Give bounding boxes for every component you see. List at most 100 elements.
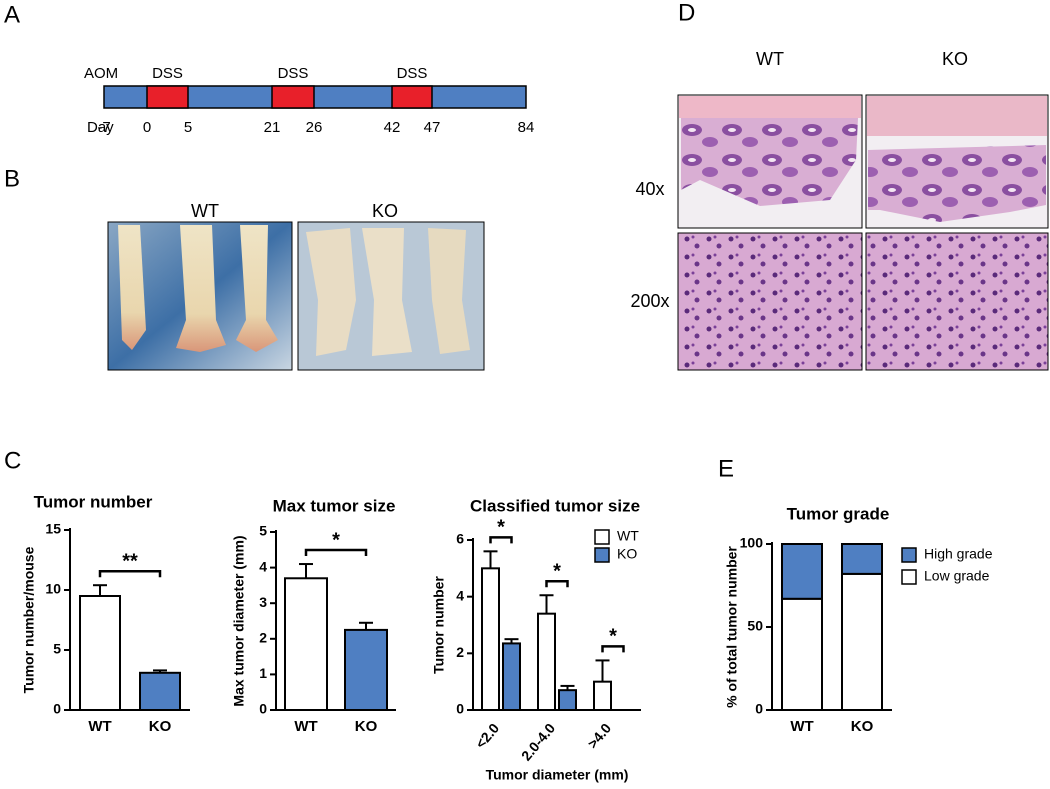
bar xyxy=(781,543,823,600)
chart: Tumor number Tumor number/mouse 0 5 10 15 WT KO… xyxy=(21,492,190,735)
legend-label: WT xyxy=(617,528,639,544)
bar xyxy=(502,642,521,712)
day-number: 21 xyxy=(264,119,281,136)
significance-bracket xyxy=(98,569,162,578)
x-tick-label: KO xyxy=(355,718,378,735)
significance-bracket xyxy=(304,548,368,557)
x-tick-label: WT xyxy=(88,718,111,735)
x-axis-label: Tumor diameter (mm) xyxy=(486,767,629,783)
dss-label: DSS xyxy=(278,65,309,82)
significance-bracket xyxy=(601,645,625,653)
bar xyxy=(481,567,500,711)
bar xyxy=(139,671,181,711)
x-tick-label: KO xyxy=(149,718,172,735)
legend-label: KO xyxy=(617,546,637,562)
y-tick-label: 1 xyxy=(259,665,267,681)
dss-period xyxy=(146,85,189,109)
y-tick-label: 4 xyxy=(456,587,464,603)
bar xyxy=(344,628,388,712)
y-tick-label: 2 xyxy=(456,644,464,660)
photo-ko xyxy=(297,221,485,371)
histo-row: 200x xyxy=(630,291,669,311)
y-axis-label: % of total tumor number xyxy=(724,546,740,708)
histo-column: KO xyxy=(942,49,968,69)
photo-label: WT xyxy=(191,201,219,221)
y-tick-label: 5 xyxy=(53,641,61,657)
significance-label: * xyxy=(609,626,617,648)
y-tick-label: 4 xyxy=(259,558,267,574)
significance-bracket xyxy=(545,580,569,588)
bar xyxy=(558,689,577,712)
y-tick-label: 3 xyxy=(259,594,267,610)
x-tick-label: <2.0 xyxy=(472,720,502,752)
x-tick-label: >4.0 xyxy=(584,720,614,752)
y-tick-label: 0 xyxy=(456,701,464,717)
significance-label: * xyxy=(497,517,505,539)
day-number: 47 xyxy=(424,119,441,136)
significance-label: * xyxy=(332,529,340,551)
chart: Classified tumor size Tumor number 0 2 4 6 <2.… xyxy=(431,496,641,783)
photo-wt xyxy=(107,221,293,371)
y-axis-label: Tumor number/mouse xyxy=(21,546,37,693)
chart: Tumor grade % of total tumor number 0 50 100… xyxy=(724,504,993,734)
histo-40x-wt xyxy=(677,94,863,229)
histo-row: 40x xyxy=(635,179,664,199)
aom-label: AOM xyxy=(84,65,118,82)
histo-40x-ko xyxy=(865,94,1049,229)
day-number: 84 xyxy=(518,119,535,136)
chart-title: Tumor grade xyxy=(787,504,890,523)
y-tick-label: 0 xyxy=(53,701,61,717)
dss-label: DSS xyxy=(397,65,428,82)
y-tick-label: 50 xyxy=(747,618,763,634)
y-tick-label: 0 xyxy=(259,701,267,717)
y-axis-label: Max tumor diameter (mm) xyxy=(231,535,247,706)
chart-title: Tumor number xyxy=(34,492,153,511)
histo-200x-wt xyxy=(677,232,863,371)
y-tick-label: 5 xyxy=(259,523,267,539)
day-number: -7 xyxy=(97,119,110,136)
x-tick-label: WT xyxy=(790,718,813,735)
bar xyxy=(284,577,328,712)
y-tick-label: 6 xyxy=(456,531,464,547)
dss-period xyxy=(271,85,315,109)
bar xyxy=(79,595,121,711)
x-tick-label: 2.0-4.0 xyxy=(518,720,558,764)
significance-label: ** xyxy=(122,550,138,572)
day-label: Day xyxy=(87,119,114,136)
bar xyxy=(841,572,883,711)
dss-period xyxy=(391,85,433,109)
histo-column: WT xyxy=(756,49,784,69)
day-number: 42 xyxy=(384,119,401,136)
panel-label: B xyxy=(4,165,20,192)
bar xyxy=(841,543,883,575)
x-tick-label: KO xyxy=(851,718,874,735)
legend-label: Low grade xyxy=(924,568,990,584)
y-tick-label: 2 xyxy=(259,630,267,646)
legend-swatch xyxy=(594,547,610,563)
histo-200x-ko xyxy=(865,232,1049,371)
y-tick-label: 100 xyxy=(740,535,764,551)
legend-swatch xyxy=(901,569,917,585)
chart-title: Max tumor size xyxy=(273,496,396,515)
bar xyxy=(781,597,823,712)
y-tick-label: 15 xyxy=(45,521,61,537)
day-number: 0 xyxy=(143,119,151,136)
legend-label: High grade xyxy=(924,546,993,562)
y-tick-label: 10 xyxy=(45,581,61,597)
significance-bracket xyxy=(489,536,513,544)
legend-swatch xyxy=(594,529,610,545)
dss-label: DSS xyxy=(152,65,183,82)
bar xyxy=(537,612,556,712)
photo-label: KO xyxy=(372,201,398,221)
significance-label: * xyxy=(553,561,561,583)
x-tick-label: WT xyxy=(294,718,317,735)
panel-label: E xyxy=(718,455,734,482)
bar xyxy=(593,680,612,712)
panel-label: C xyxy=(4,447,21,474)
legend-swatch xyxy=(901,547,917,563)
chart-title: Classified tumor size xyxy=(470,496,640,515)
panel-label: A xyxy=(4,1,20,28)
chart: Max tumor size Max tumor diameter (mm) 0 1 2… xyxy=(231,496,396,735)
